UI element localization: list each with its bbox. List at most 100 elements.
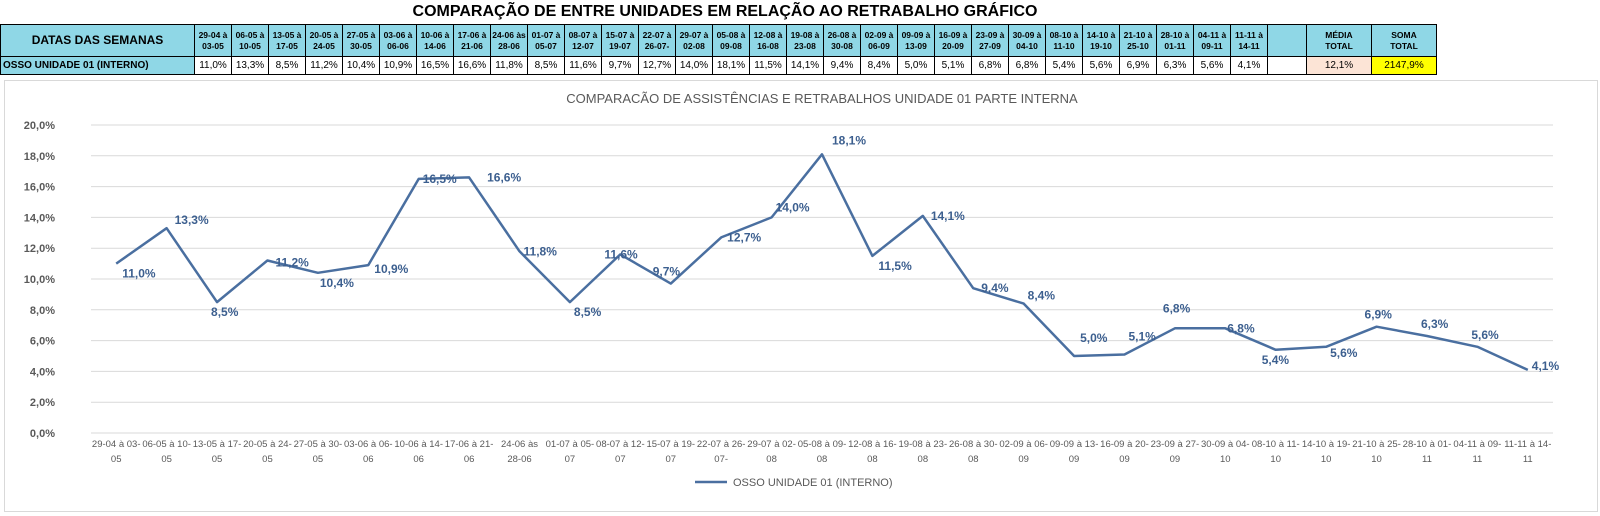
week-header-cell: 22-07 à 26-07- [638,24,676,57]
data-label: 11,2% [275,256,309,270]
week-header-end: 19-07 [609,40,631,51]
series-line [115,153,1529,372]
week-value-cell: 9,7% [601,56,639,75]
x-tick-label: 02-09 à 06- [999,439,1048,450]
week-header-end: 06-09 [868,40,890,51]
week-header-cell: 21-10 à 25-10 [1119,24,1157,57]
soma-label-line2: TOTAL [1390,40,1418,51]
x-tick-label: 10 [1270,454,1281,465]
y-tick-label: 16,0% [24,182,55,194]
week-header-start: 30-09 à [1012,29,1042,40]
week-value-cell: 16,5% [416,56,454,75]
x-tick-label: 05 [111,454,122,465]
x-tick-label: 09 [1069,454,1080,465]
data-label: 18,1% [832,133,866,147]
week-header-cell: 28-10 à 01-11 [1156,24,1194,57]
y-tick-label: 10,0% [24,274,55,286]
week-value-cell: 6,9% [1119,56,1157,75]
x-tick-label: 07 [565,454,576,465]
week-header-start: 14-10 à [1086,29,1116,40]
x-tick-label: 08 [968,454,979,465]
soma-label-line1: SOMA [1391,29,1417,40]
y-tick-label: 6,0% [30,336,55,348]
week-header-cell: 08-07 à 12-07 [564,24,602,57]
week-header-start: 27-05 à [346,29,376,40]
week-header-cell: 14-10 à 19-10 [1082,24,1120,57]
x-tick-label: 05-08 à 09- [798,439,847,450]
week-header-cell: 03-06 à 06-06 [379,24,417,57]
x-tick-label: 07 [665,454,676,465]
dates-row-label: DATAS DAS SEMANAS [0,24,195,57]
data-label: 14,1% [931,209,965,223]
week-header-cell: 06-05 à 10-05 [231,24,269,57]
data-label: 6,8% [1163,301,1191,315]
week-header-cell: 13-05 à 17-05 [268,24,306,57]
data-label: 6,8% [1227,321,1255,335]
week-header-cell: 15-07 à 19-07 [601,24,639,57]
x-tick-label: 06-05 à 10- [142,439,191,450]
data-label: 5,0% [1080,331,1108,345]
x-tick-label: 11 [1422,454,1432,465]
week-header-start: 29-07 à [679,29,709,40]
week-header-start: 01-07 à [531,29,561,40]
week-header-cell: 10-06 à 14-06 [416,24,454,57]
y-tick-label: 12,0% [24,243,55,255]
week-value-cell: 12,7% [638,56,676,75]
week-value-cell: 6,8% [1008,56,1046,75]
x-tick-label: 19-08 à 23- [899,439,948,450]
week-value-cell: 6,8% [971,56,1009,75]
x-tick-label: 22-07 à 26- [697,439,746,450]
week-header-end: 14-06 [424,40,446,51]
week-header-end: 05-07 [535,40,557,51]
x-tick-label: 11 [1523,454,1533,465]
y-tick-label: 14,0% [24,212,55,224]
dates-header-row: DATAS DAS SEMANAS 29-04 à 03-05 06-05 à 10-… [0,24,1437,57]
week-header-start: 15-07 à [605,29,635,40]
chart-title: COMPARACÃO DE ASSISTÊNCIAS E RETRABALHOS… [566,91,1078,106]
week-value-cell: 4,1% [1230,56,1268,75]
week-header-cell: 26-08 à 30-08 [823,24,861,57]
week-value-cell: 8,5% [268,56,306,75]
week-header-cell: 27-05 à 30-05 [342,24,380,57]
x-tick-label: 06 [413,454,424,465]
week-value-cell: 18,1% [712,56,750,75]
soma-total-value: 2147,9% [1371,56,1437,75]
chart-area: COMPARACÃO DE ASSISTÊNCIAS E RETRABALHOS… [4,80,1598,512]
y-tick-label: 18,0% [24,151,55,163]
week-header-start: 21-10 à [1123,29,1153,40]
y-tick-label: 2,0% [30,397,55,409]
data-label: 12,7% [727,230,761,244]
week-header-end: 03-05 [202,40,224,51]
legend-label: OSSO UNIDADE 01 (INTERNO) [733,477,893,489]
week-header-cell: 29-07 à 02-08 [675,24,713,57]
week-header-cell: 30-09 à 04-10 [1008,24,1046,57]
week-value-cell: 8,4% [860,56,898,75]
week-header-end: 02-08 [683,40,705,51]
data-label: 5,6% [1330,346,1358,360]
week-header-end: 13-09 [905,40,927,51]
week-header-cell: 12-08 à 16-08 [749,24,787,57]
week-value-cell: 11,5% [749,56,787,75]
x-tick-label: 20-05 à 24- [243,439,292,450]
y-tick-label: 8,0% [30,305,55,317]
line-chart: COMPARACÃO DE ASSISTÊNCIAS E RETRABALHOS… [24,91,1560,489]
x-tick-label: 04-11 à 09- [1453,439,1501,450]
week-value-cell: 5,0% [897,56,935,75]
data-label: 6,9% [1365,308,1393,322]
x-tick-label: 09 [1170,454,1181,465]
week-header-start: 29-04 à [198,29,228,40]
x-tick-label: 15-07 à 19- [646,439,695,450]
week-header-cell: 19-08 à 23-08 [786,24,824,57]
week-header-end: 26-07- [644,40,670,51]
data-label: 6,3% [1421,317,1449,331]
y-tick-label: 4,0% [30,366,55,378]
week-header-start: 06-05 à [235,29,265,40]
week-header-end: 09-11 [1201,40,1223,51]
week-header-end: 19-10 [1090,40,1112,51]
week-header-start: 08-07 à [568,29,598,40]
week-value-cell: 11,2% [305,56,343,75]
week-header-end: 25-10 [1127,40,1149,51]
week-header-end: 28-06 [498,40,520,51]
week-header-end: 06-06 [387,40,409,51]
week-header-cell: 17-06 à 21-06 [453,24,491,57]
